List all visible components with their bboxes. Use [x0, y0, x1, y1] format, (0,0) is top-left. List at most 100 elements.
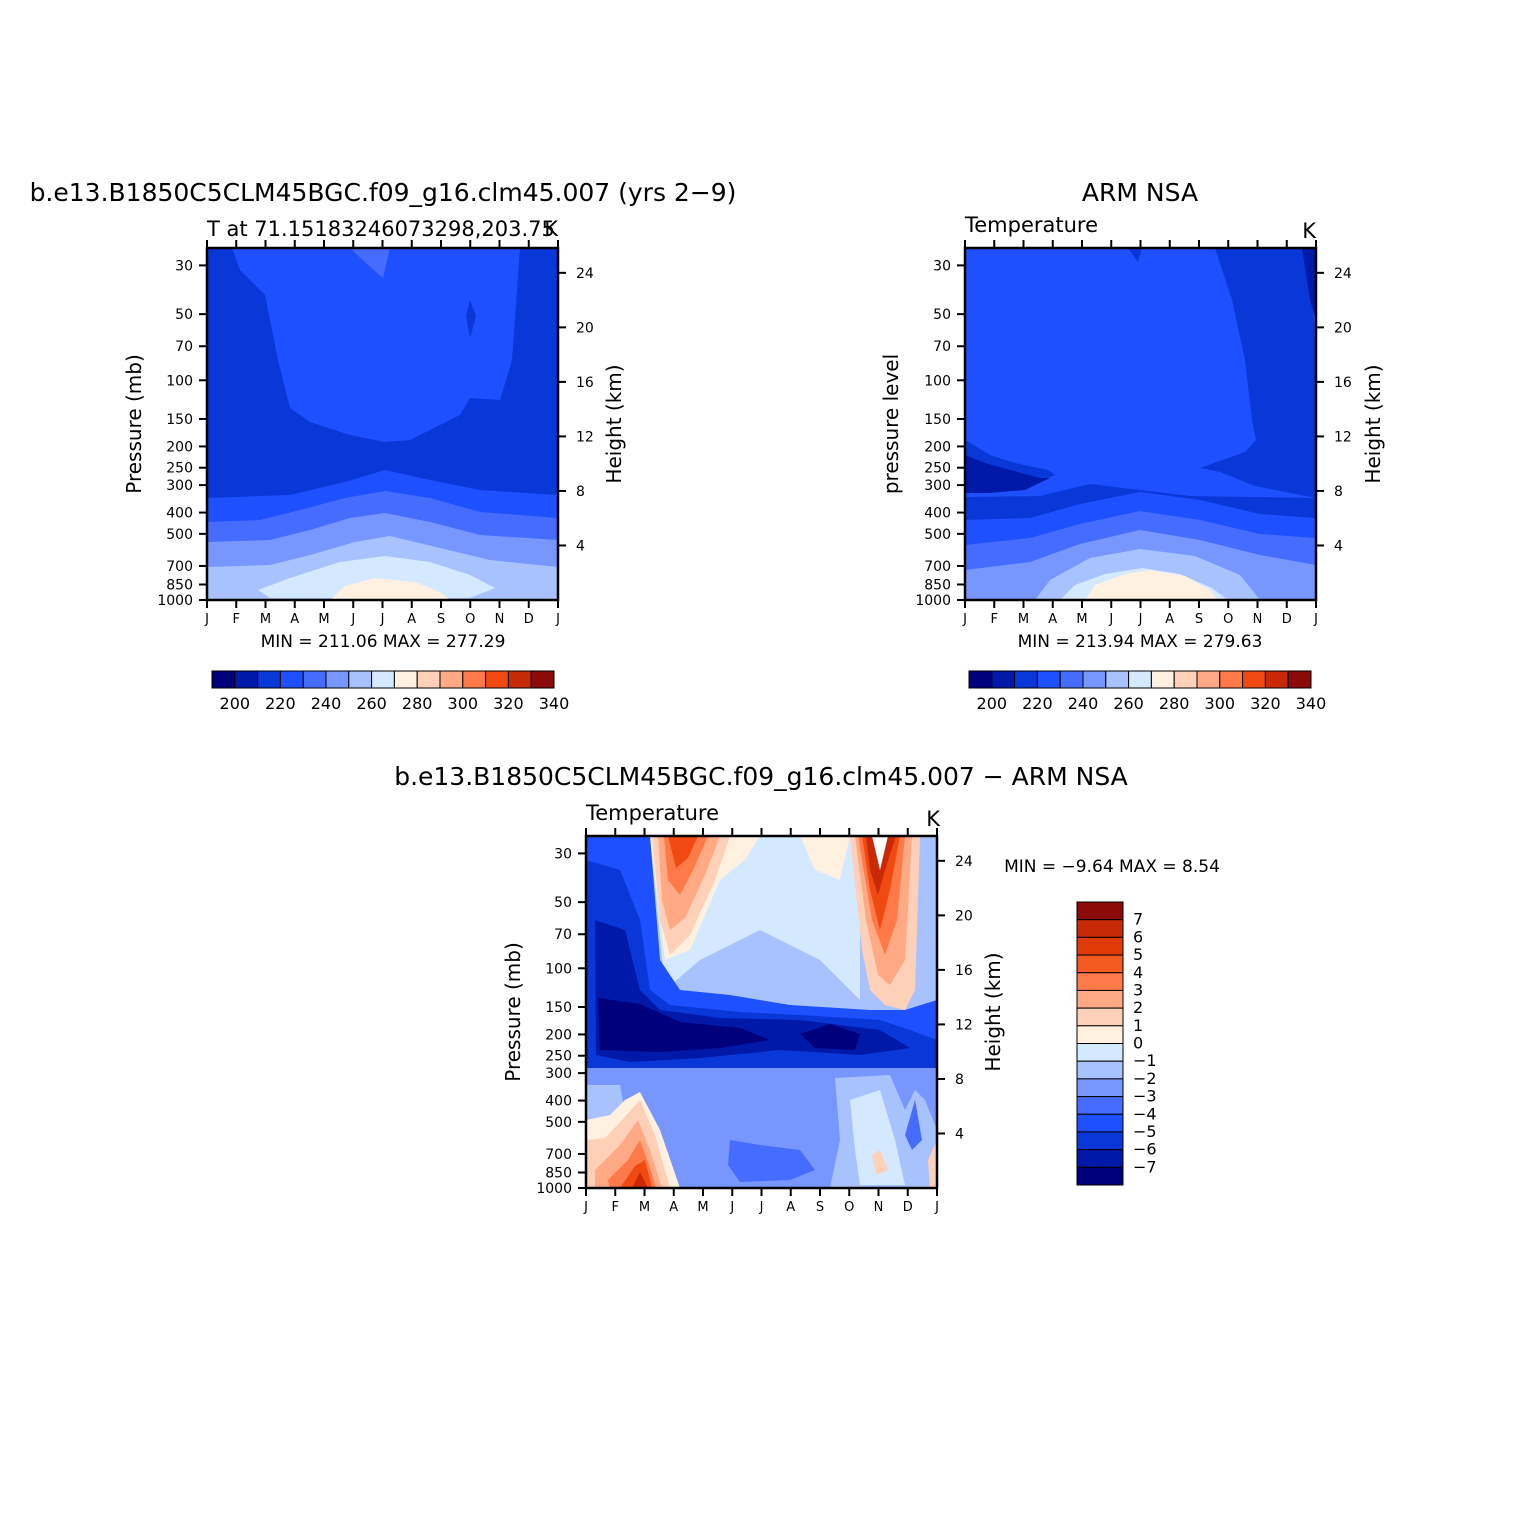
x-tick-label: A	[290, 612, 299, 627]
x-tick-label: A	[1165, 612, 1174, 627]
x-tick-label: D	[524, 612, 534, 627]
colorbar-box	[530, 670, 555, 689]
y-tick-label: 250	[166, 461, 193, 477]
y-tick-label: 850	[166, 577, 193, 593]
panel-obs-contours	[965, 248, 1316, 600]
colorbar-box	[1076, 1007, 1124, 1027]
height-tick-label: 20	[955, 908, 973, 924]
colorbar-label: 7	[1133, 910, 1143, 929]
panel-model-ylabel-right: Height (km)	[602, 364, 626, 483]
height-tick-label: 24	[576, 266, 594, 282]
x-tick-label: S	[1195, 612, 1203, 627]
panel-diff-units: K	[926, 807, 941, 831]
colorbar-label: 280	[402, 694, 433, 713]
contour-band	[872, 1150, 888, 1175]
x-tick-label: F	[612, 1200, 619, 1215]
colorbar-label: 200	[220, 694, 251, 713]
panel-obs-ylabel-right: Height (km)	[1361, 364, 1385, 483]
x-tick-label: S	[437, 612, 445, 627]
colorbar-box	[234, 670, 259, 689]
colorbar-box	[1105, 670, 1130, 689]
y-tick-label: 150	[924, 412, 951, 428]
colorbar-label: −2	[1133, 1069, 1157, 1088]
height-tick-label: 4	[1334, 538, 1343, 554]
colorbar-label: 220	[265, 694, 296, 713]
panel-obs-ylabel-left: pressure level	[879, 354, 903, 494]
colorbar-label: 2	[1133, 998, 1143, 1017]
contour-band	[350, 248, 390, 278]
y-tick-label: 100	[924, 373, 951, 389]
colorbar-box	[1076, 1131, 1124, 1151]
colorbar-box	[1082, 670, 1107, 689]
y-tick-label: 100	[166, 373, 193, 389]
height-tick-label: 8	[1334, 484, 1343, 500]
colorbar-box	[1128, 670, 1152, 689]
panel-diff-ylabel-left: Pressure (mb)	[501, 942, 525, 1082]
y-tick-label: 400	[924, 506, 951, 522]
colorbar-box	[1287, 670, 1312, 689]
contour-band	[905, 1100, 922, 1150]
panel-obs-colorbar: 200 220 240 260 280 300 320 340	[968, 670, 1326, 713]
y-tick-label: 700	[166, 559, 193, 575]
panel-model-title: b.e13.B1850C5CLM45BGC.f09_g16.clm45.007 …	[30, 178, 737, 207]
colorbar-box	[1219, 670, 1244, 689]
colorbar-label: 1	[1133, 1016, 1143, 1035]
x-tick-label: J	[583, 1200, 588, 1215]
contour-band	[800, 1024, 860, 1050]
colorbar-box	[1076, 1025, 1124, 1044]
height-tick-label: 12	[1334, 429, 1352, 445]
x-tick-label: M	[318, 612, 329, 627]
x-tick-label: N	[874, 1200, 884, 1215]
colorbar-box	[1076, 1149, 1124, 1168]
colorbar-box	[1076, 919, 1124, 938]
colorbar-box	[1264, 670, 1289, 689]
y-tick-label: 150	[166, 412, 193, 428]
y-tick-label: 200	[166, 439, 193, 455]
x-tick-label: J	[759, 1200, 764, 1215]
contour-band	[632, 1172, 648, 1188]
colorbar-box	[1150, 670, 1175, 689]
y-tick-label: 70	[175, 339, 193, 355]
x-tick-label: M	[1076, 612, 1087, 627]
x-tick-label: M	[697, 1200, 708, 1215]
height-tick-label: 20	[1334, 320, 1352, 336]
height-tick-label: 16	[1334, 375, 1352, 391]
x-tick-label: J	[555, 612, 560, 627]
contour-band	[850, 1090, 905, 1185]
contour-band	[1302, 248, 1316, 320]
contour-band	[1085, 570, 1218, 600]
colorbar-box	[416, 670, 441, 689]
colorbar-box	[439, 670, 464, 689]
y-tick-label: 50	[554, 895, 572, 911]
x-tick-label: F	[991, 612, 998, 627]
y-tick-label: 250	[924, 461, 951, 477]
contour-band	[800, 836, 850, 880]
y-tick-label: 70	[554, 927, 572, 943]
colorbar-label: 220	[1022, 694, 1053, 713]
x-tick-label: A	[407, 612, 416, 627]
colorbar-box	[485, 670, 509, 689]
x-tick-label: N	[1253, 612, 1263, 627]
y-tick-label: 700	[545, 1147, 572, 1163]
colorbar-box	[257, 670, 281, 689]
panel-model-subtitle: T at 71.15183246073298,203.75	[206, 217, 555, 241]
height-tick-label: 16	[576, 375, 594, 391]
height-tick-label: 12	[576, 429, 594, 445]
colorbar-box	[1076, 1096, 1124, 1115]
y-tick-label: 300	[924, 478, 951, 494]
x-tick-label: D	[903, 1200, 913, 1215]
contour-band	[668, 836, 698, 868]
contour-band	[330, 578, 450, 600]
y-tick-label: 700	[924, 559, 951, 575]
y-tick-label: 200	[924, 439, 951, 455]
colorbar-label: −4	[1133, 1104, 1157, 1123]
colorbar-box	[325, 670, 350, 689]
colorbar-box	[991, 670, 1016, 689]
panel-diff-contours	[586, 836, 937, 1188]
contour-band	[1128, 248, 1142, 262]
panel-obs: ARM NSA Temperature K J F M A M J J A S O N D J 30 50 7…	[879, 178, 1385, 713]
panel-obs-minmax: MIN = 213.94 MAX = 279.63	[1018, 632, 1263, 652]
colorbar-label: 300	[1205, 694, 1236, 713]
y-tick-label: 300	[166, 478, 193, 494]
